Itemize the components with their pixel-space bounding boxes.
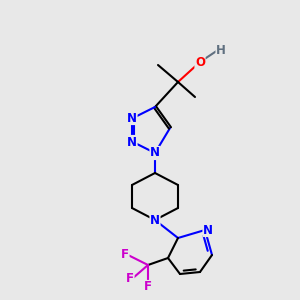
Text: N: N bbox=[127, 136, 137, 148]
Text: F: F bbox=[121, 248, 129, 262]
Text: F: F bbox=[144, 280, 152, 293]
Text: N: N bbox=[150, 214, 160, 226]
Text: N: N bbox=[203, 224, 213, 236]
Text: H: H bbox=[216, 44, 226, 56]
Text: O: O bbox=[195, 56, 205, 68]
Text: N: N bbox=[150, 146, 160, 160]
Text: N: N bbox=[127, 112, 137, 124]
Text: F: F bbox=[126, 272, 134, 284]
